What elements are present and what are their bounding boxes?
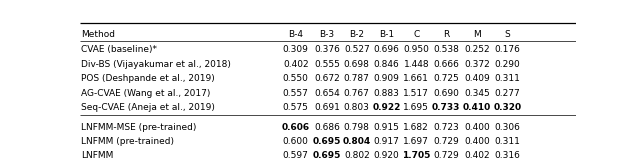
Text: 0.915: 0.915 <box>374 123 399 132</box>
Text: 0.402: 0.402 <box>283 60 308 69</box>
Text: B-1: B-1 <box>379 30 394 39</box>
Text: LNFMM: LNFMM <box>81 152 113 158</box>
Text: 0.695: 0.695 <box>313 137 341 146</box>
Text: AG-CVAE (Wang et al., 2017): AG-CVAE (Wang et al., 2017) <box>81 88 211 97</box>
Text: 0.306: 0.306 <box>495 123 520 132</box>
Text: 0.290: 0.290 <box>495 60 520 69</box>
Text: 0.950: 0.950 <box>403 46 429 55</box>
Text: 0.309: 0.309 <box>283 46 308 55</box>
Text: 0.606: 0.606 <box>282 123 310 132</box>
Text: 0.538: 0.538 <box>433 46 459 55</box>
Text: 0.696: 0.696 <box>374 46 399 55</box>
Text: B-3: B-3 <box>319 30 335 39</box>
Text: B-4: B-4 <box>288 30 303 39</box>
Text: LNFMM (pre-trained): LNFMM (pre-trained) <box>81 137 174 146</box>
Text: 0.527: 0.527 <box>344 46 370 55</box>
Text: 1.705: 1.705 <box>402 152 431 158</box>
Text: 0.698: 0.698 <box>344 60 370 69</box>
Text: 0.410: 0.410 <box>463 103 491 112</box>
Text: 0.557: 0.557 <box>283 88 308 97</box>
Text: 0.575: 0.575 <box>283 103 308 112</box>
Text: POS (Deshpande et al., 2019): POS (Deshpande et al., 2019) <box>81 74 215 83</box>
Text: 0.672: 0.672 <box>314 74 340 83</box>
Text: 0.922: 0.922 <box>372 103 401 112</box>
Text: 0.691: 0.691 <box>314 103 340 112</box>
Text: 0.316: 0.316 <box>495 152 520 158</box>
Text: 0.802: 0.802 <box>344 152 370 158</box>
Text: 0.909: 0.909 <box>374 74 399 83</box>
Text: 0.409: 0.409 <box>464 74 490 83</box>
Text: 1.695: 1.695 <box>403 103 429 112</box>
Text: 0.654: 0.654 <box>314 88 340 97</box>
Text: 0.311: 0.311 <box>495 137 520 146</box>
Text: 0.666: 0.666 <box>433 60 459 69</box>
Text: S: S <box>505 30 511 39</box>
Text: 0.372: 0.372 <box>464 60 490 69</box>
Text: 0.846: 0.846 <box>374 60 399 69</box>
Text: 0.402: 0.402 <box>464 152 490 158</box>
Text: 0.400: 0.400 <box>464 137 490 146</box>
Text: C: C <box>413 30 419 39</box>
Text: 0.917: 0.917 <box>374 137 399 146</box>
Text: 0.277: 0.277 <box>495 88 520 97</box>
Text: 0.695: 0.695 <box>313 152 341 158</box>
Text: 0.729: 0.729 <box>433 152 459 158</box>
Text: 0.345: 0.345 <box>464 88 490 97</box>
Text: R: R <box>443 30 449 39</box>
Text: 0.803: 0.803 <box>344 103 370 112</box>
Text: 0.690: 0.690 <box>433 88 459 97</box>
Text: M: M <box>473 30 481 39</box>
Text: Seq-CVAE (Aneja et al., 2019): Seq-CVAE (Aneja et al., 2019) <box>81 103 215 112</box>
Text: 0.723: 0.723 <box>433 123 459 132</box>
Text: 0.787: 0.787 <box>344 74 370 83</box>
Text: Method: Method <box>81 30 115 39</box>
Text: 0.550: 0.550 <box>283 74 308 83</box>
Text: 0.600: 0.600 <box>283 137 308 146</box>
Text: 0.555: 0.555 <box>314 60 340 69</box>
Text: 0.804: 0.804 <box>342 137 371 146</box>
Text: LNFMM-MSE (pre-trained): LNFMM-MSE (pre-trained) <box>81 123 196 132</box>
Text: B-2: B-2 <box>349 30 364 39</box>
Text: 1.661: 1.661 <box>403 74 429 83</box>
Text: 0.176: 0.176 <box>495 46 520 55</box>
Text: CVAE (baseline)*: CVAE (baseline)* <box>81 46 157 55</box>
Text: 0.798: 0.798 <box>344 123 370 132</box>
Text: 0.883: 0.883 <box>374 88 399 97</box>
Text: 0.252: 0.252 <box>464 46 490 55</box>
Text: 0.376: 0.376 <box>314 46 340 55</box>
Text: 1.448: 1.448 <box>403 60 429 69</box>
Text: Div-BS (Vijayakumar et al., 2018): Div-BS (Vijayakumar et al., 2018) <box>81 60 231 69</box>
Text: 0.320: 0.320 <box>493 103 522 112</box>
Text: 0.733: 0.733 <box>432 103 460 112</box>
Text: 1.517: 1.517 <box>403 88 429 97</box>
Text: 1.697: 1.697 <box>403 137 429 146</box>
Text: 0.767: 0.767 <box>344 88 370 97</box>
Text: 0.725: 0.725 <box>433 74 459 83</box>
Text: 0.729: 0.729 <box>433 137 459 146</box>
Text: 0.597: 0.597 <box>283 152 308 158</box>
Text: 0.686: 0.686 <box>314 123 340 132</box>
Text: 0.920: 0.920 <box>374 152 399 158</box>
Text: 0.400: 0.400 <box>464 123 490 132</box>
Text: 0.311: 0.311 <box>495 74 520 83</box>
Text: 1.682: 1.682 <box>403 123 429 132</box>
